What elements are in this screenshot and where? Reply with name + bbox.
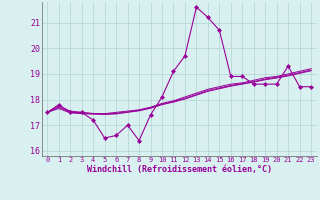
X-axis label: Windchill (Refroidissement éolien,°C): Windchill (Refroidissement éolien,°C) [87,165,272,174]
